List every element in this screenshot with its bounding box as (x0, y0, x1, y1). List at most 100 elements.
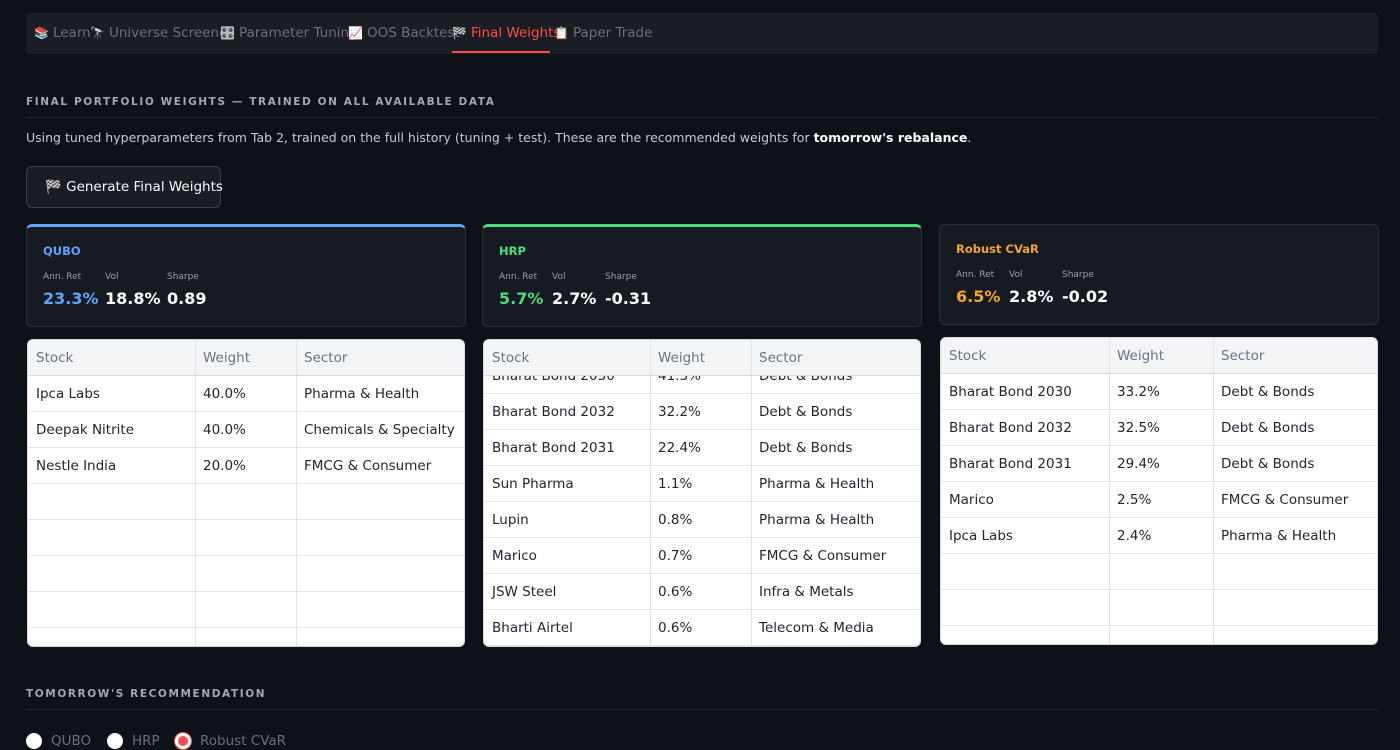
radio-label: HRP (132, 733, 160, 749)
radio-label: Robust CVaR (200, 733, 287, 749)
cell-sector (296, 592, 304, 628)
column-divider (195, 340, 196, 375)
card-title: QUBO (43, 244, 81, 258)
header-weight[interactable]: Weight (203, 350, 251, 366)
header-stock[interactable]: Stock (36, 350, 74, 366)
section-divider (26, 117, 1378, 118)
cell-sector (1213, 626, 1221, 644)
cell-sector: Pharma & Health (1221, 528, 1337, 544)
tab-paper-trade[interactable]: 📋 Paper Trade (554, 13, 652, 54)
table-row: Bharat Bond 2031 22.4% Debt & Bonds (484, 430, 920, 466)
recommendation-title: TOMORROW'S RECOMMENDATION (26, 688, 267, 700)
column-divider (751, 340, 752, 646)
tab-final-weights[interactable]: 🏁 Final Weights (452, 13, 560, 54)
table-row (941, 590, 1377, 626)
cell-stock (28, 628, 36, 646)
ann-ret-value: 23.3% (43, 289, 99, 308)
qubo-weights-table[interactable]: Ipca Labs 40.0% Pharma & Health Deepak Nitr… (27, 339, 465, 647)
clipboard-icon: 📋 (554, 26, 569, 40)
header-stock[interactable]: Stock (492, 350, 530, 366)
cell-weight (195, 520, 203, 556)
column-divider (195, 340, 196, 646)
sharpe-label: Sharpe (605, 272, 637, 282)
cell-stock: Ipca Labs (36, 386, 100, 402)
table-row: Deepak Nitrite 40.0% Chemicals & Specialty (28, 412, 464, 448)
cell-sector: Infra & Metals (759, 584, 854, 600)
description-text: Using tuned hyperparameters from Tab 2, … (26, 130, 971, 145)
cell-sector: Chemicals & Specialty (304, 422, 455, 438)
tab-learn[interactable]: 📚 Learn (34, 13, 91, 54)
cell-weight (195, 592, 203, 628)
column-divider (1213, 338, 1214, 644)
cell-stock (28, 556, 36, 592)
cell-weight: 32.5% (1117, 420, 1160, 436)
cell-sector: FMCG & Consumer (1221, 492, 1349, 508)
cell-stock: Ipca Labs (949, 528, 1013, 544)
cell-weight: 33.2% (1117, 384, 1160, 400)
card-title: Robust CVaR (956, 242, 1039, 256)
button-label: Generate Final Weights (66, 179, 223, 195)
header-stock[interactable]: Stock (949, 348, 987, 364)
table-row: Nestle India 20.0% FMCG & Consumer (28, 448, 464, 484)
table-row: Sun Pharma 1.1% Pharma & Health (484, 466, 920, 502)
header-weight[interactable]: Weight (658, 350, 706, 366)
cell-weight (1109, 626, 1117, 644)
radio-dot-selected (175, 733, 191, 749)
cell-weight (195, 628, 203, 646)
tab-label: Final Weights (470, 25, 561, 41)
radio-label: QUBO (51, 733, 92, 749)
cell-stock (28, 592, 36, 628)
column-divider (1213, 338, 1214, 373)
column-divider (751, 340, 752, 375)
sharpe-label: Sharpe (1062, 270, 1094, 280)
vol-label: Vol (552, 272, 566, 282)
tab-label: Universe Screener (108, 25, 233, 41)
sharpe-value: 0.89 (167, 289, 207, 308)
column-divider (650, 340, 651, 646)
column-divider (296, 340, 297, 646)
checkered-flag-icon: 🏁 (45, 179, 62, 195)
tab-universe-screener[interactable]: 🔭 Universe Screener (90, 13, 233, 54)
header-sector[interactable]: Sector (1221, 348, 1265, 364)
table-row (941, 554, 1377, 590)
cell-weight: 20.0% (203, 458, 246, 474)
cell-weight: 32.2% (658, 404, 701, 420)
cell-sector: Debt & Bonds (759, 440, 853, 456)
table-row: Ipca Labs 40.0% Pharma & Health (28, 376, 464, 412)
cell-stock: Deepak Nitrite (36, 422, 135, 438)
tab-parameter-tuning[interactable]: 🎛️ Parameter Tuning (220, 13, 358, 54)
ann-ret-value: 5.7% (499, 289, 544, 308)
cell-stock: Bharti Airtel (492, 620, 573, 636)
generate-final-weights-button[interactable]: 🏁 Generate Final Weights (26, 166, 223, 208)
header-weight[interactable]: Weight (1117, 348, 1165, 364)
cell-weight: 40.0% (203, 422, 246, 438)
cell-stock (941, 626, 949, 644)
table-row: Bharti Airtel 0.6% Telecom & Media (484, 610, 920, 646)
robust-cvar-weights-table[interactable]: Bharat Bond 2030 33.2% Debt & Bonds Bharat … (940, 337, 1378, 645)
cell-weight: 2.4% (1117, 528, 1152, 544)
table-row: Marico 2.5% FMCG & Consumer (941, 482, 1377, 518)
cell-weight: 0.6% (658, 620, 693, 636)
vol-label: Vol (105, 272, 119, 282)
cell-stock: Marico (492, 548, 537, 564)
cell-sector: FMCG & Consumer (759, 548, 887, 564)
recommendation-divider (26, 709, 1378, 710)
cell-weight (195, 484, 203, 520)
header-sector[interactable]: Sector (304, 350, 348, 366)
vol-label: Vol (1009, 270, 1023, 280)
cell-weight: 0.8% (658, 512, 693, 528)
cell-stock (28, 484, 36, 520)
cell-sector (296, 556, 304, 592)
ann-ret-value: 6.5% (956, 287, 1001, 306)
telescope-icon: 🔭 (90, 26, 105, 40)
cell-weight: 2.5% (1117, 492, 1152, 508)
column-divider (650, 340, 651, 375)
radio-dot (107, 733, 123, 749)
cell-sector: Pharma & Health (304, 386, 420, 402)
qubo-metric-card: QUBO Ann. Ret Vol Sharpe 23.3% 18.8% 0.8… (26, 224, 466, 327)
cell-weight (1109, 554, 1117, 590)
hrp-weights-table[interactable]: Bharat Bond 2030 41.3% Debt & Bonds Bharat … (483, 339, 921, 647)
table-row: Marico 0.7% FMCG & Consumer (484, 538, 920, 574)
tab-oos-backtest[interactable]: 📈 OOS Backtest (348, 13, 460, 54)
header-sector[interactable]: Sector (759, 350, 803, 366)
